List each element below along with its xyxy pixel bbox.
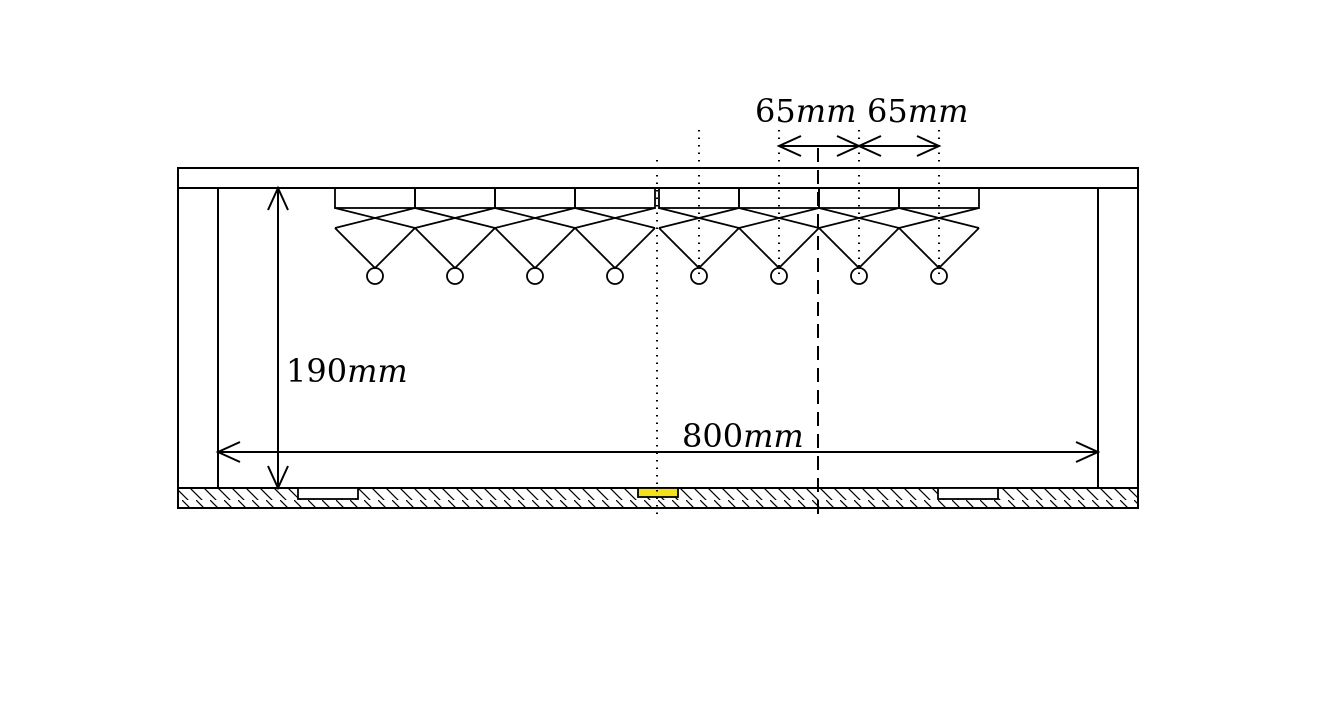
element-mesh-line <box>334 207 416 229</box>
element-cone <box>738 227 820 270</box>
spacing-arrow-right <box>916 135 942 157</box>
element-cone <box>818 227 900 270</box>
element-block <box>574 187 656 209</box>
top-plate <box>177 167 1139 189</box>
element-cone <box>658 227 740 270</box>
spacing-arrow-mid-b <box>856 135 882 157</box>
element-cone <box>494 227 576 270</box>
floor-pad-right <box>937 487 999 500</box>
element-block <box>494 187 576 209</box>
element-cone <box>334 227 416 270</box>
element-mesh-line <box>658 207 740 229</box>
spacing-label-left: 65mm <box>755 92 856 130</box>
element-cone <box>898 227 980 270</box>
right-wall <box>1097 187 1139 489</box>
element-circle <box>770 267 788 285</box>
element-mesh-line <box>738 207 820 229</box>
element-circle <box>690 267 708 285</box>
height-arrow-top <box>267 185 289 211</box>
element-block <box>898 187 980 209</box>
element-block <box>414 187 496 209</box>
element-circle <box>606 267 624 285</box>
element-block <box>334 187 416 209</box>
element-mesh-line <box>494 207 576 229</box>
floor-pad-left <box>297 487 359 500</box>
height-arrow-bottom <box>267 465 289 491</box>
element-mesh-line <box>414 207 496 229</box>
element-circle <box>526 267 544 285</box>
width-label: 800mm <box>682 417 804 455</box>
element-array <box>334 187 980 285</box>
highlighted-pad <box>637 487 679 498</box>
element-mesh-line <box>898 207 980 229</box>
element-circle <box>850 267 868 285</box>
element-circle <box>366 267 384 285</box>
spacing-arrow-left <box>776 135 802 157</box>
left-wall <box>177 187 219 489</box>
element-circle <box>446 267 464 285</box>
guide-lines <box>656 130 940 520</box>
element-circle <box>930 267 948 285</box>
element-mesh-line <box>574 207 656 229</box>
element-mesh-line <box>818 207 900 229</box>
dimension-arrows <box>215 135 1101 491</box>
spacing-label-right: 65mm <box>867 92 968 130</box>
element-cone <box>574 227 656 270</box>
width-arrow-right <box>1075 441 1101 463</box>
width-arrow-left <box>215 441 241 463</box>
height-label: 190mm <box>286 352 408 390</box>
frame <box>177 167 1139 489</box>
element-cone <box>414 227 496 270</box>
